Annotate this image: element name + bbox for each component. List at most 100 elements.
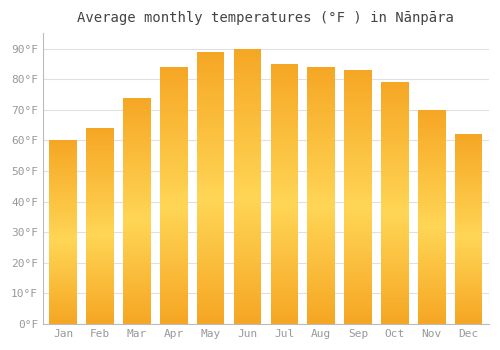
Bar	[86, 312, 114, 314]
Bar	[308, 118, 335, 121]
Bar	[418, 211, 446, 214]
Bar	[123, 313, 151, 316]
Bar	[418, 297, 446, 300]
Bar	[381, 131, 408, 134]
Bar	[197, 212, 224, 215]
Bar	[418, 193, 446, 195]
Bar	[123, 140, 151, 143]
Bar	[270, 106, 298, 109]
Bar	[234, 234, 262, 238]
Bar	[160, 231, 188, 234]
Bar	[418, 276, 446, 279]
Bar	[234, 59, 262, 62]
Bar	[123, 293, 151, 296]
Bar	[86, 270, 114, 273]
Bar	[270, 279, 298, 282]
Bar	[381, 100, 408, 103]
Bar	[50, 216, 77, 218]
Bar	[197, 283, 224, 287]
Bar	[160, 237, 188, 240]
Bar	[197, 79, 224, 82]
Bar	[381, 182, 408, 185]
Bar	[123, 137, 151, 140]
Bar	[308, 80, 335, 83]
Bar	[381, 173, 408, 176]
Bar	[234, 111, 262, 114]
Bar	[270, 304, 298, 308]
Bar	[381, 291, 408, 294]
Bar	[234, 207, 262, 210]
Bar	[160, 199, 188, 202]
Bar	[344, 206, 372, 210]
Bar	[160, 240, 188, 244]
Bar	[270, 256, 298, 259]
Bar	[160, 228, 188, 231]
Bar	[418, 219, 446, 222]
Bar	[123, 247, 151, 250]
Bar	[234, 124, 262, 128]
Bar	[234, 166, 262, 169]
Bar	[270, 90, 298, 93]
Bar	[381, 134, 408, 136]
Bar	[86, 194, 114, 197]
Bar	[234, 296, 262, 300]
Bar	[344, 73, 372, 76]
Bar	[308, 321, 335, 324]
Bar	[123, 259, 151, 262]
Bar	[123, 296, 151, 299]
Bar	[50, 205, 77, 207]
Bar	[86, 180, 114, 182]
Bar	[308, 257, 335, 260]
Bar	[234, 148, 262, 152]
Bar	[344, 260, 372, 264]
Bar	[308, 260, 335, 263]
Bar	[160, 253, 188, 257]
Bar	[50, 221, 77, 223]
Bar	[344, 165, 372, 168]
Bar	[270, 210, 298, 214]
Bar	[418, 128, 446, 131]
Bar	[160, 141, 188, 144]
Bar	[86, 248, 114, 251]
Bar	[50, 258, 77, 260]
Bar	[455, 148, 482, 151]
Bar	[50, 170, 77, 173]
Bar	[160, 260, 188, 263]
Bar	[344, 254, 372, 257]
Bar	[308, 289, 335, 292]
Bar	[418, 287, 446, 289]
Bar	[234, 66, 262, 69]
Bar	[50, 168, 77, 170]
Bar	[418, 134, 446, 136]
Bar	[234, 200, 262, 203]
Bar	[418, 271, 446, 273]
Bar	[455, 151, 482, 153]
Bar	[455, 144, 482, 146]
Bar	[418, 289, 446, 292]
Bar	[234, 307, 262, 310]
Bar	[50, 308, 77, 310]
Bar	[86, 224, 114, 226]
Bar	[344, 133, 372, 136]
Bar	[455, 312, 482, 315]
Bar	[308, 141, 335, 144]
Bar	[455, 210, 482, 212]
Bar	[270, 168, 298, 171]
Bar	[160, 244, 188, 247]
Bar	[50, 161, 77, 163]
Bar	[50, 228, 77, 230]
Bar	[50, 301, 77, 303]
Bar	[123, 270, 151, 273]
Bar	[50, 198, 77, 200]
Bar	[234, 86, 262, 90]
Bar	[50, 147, 77, 149]
Bar	[455, 136, 482, 139]
Bar	[50, 306, 77, 308]
Bar	[123, 188, 151, 191]
Bar	[418, 281, 446, 284]
Bar	[455, 179, 482, 182]
Bar	[344, 280, 372, 283]
Bar	[455, 189, 482, 191]
Bar	[344, 210, 372, 213]
Bar	[197, 96, 224, 99]
